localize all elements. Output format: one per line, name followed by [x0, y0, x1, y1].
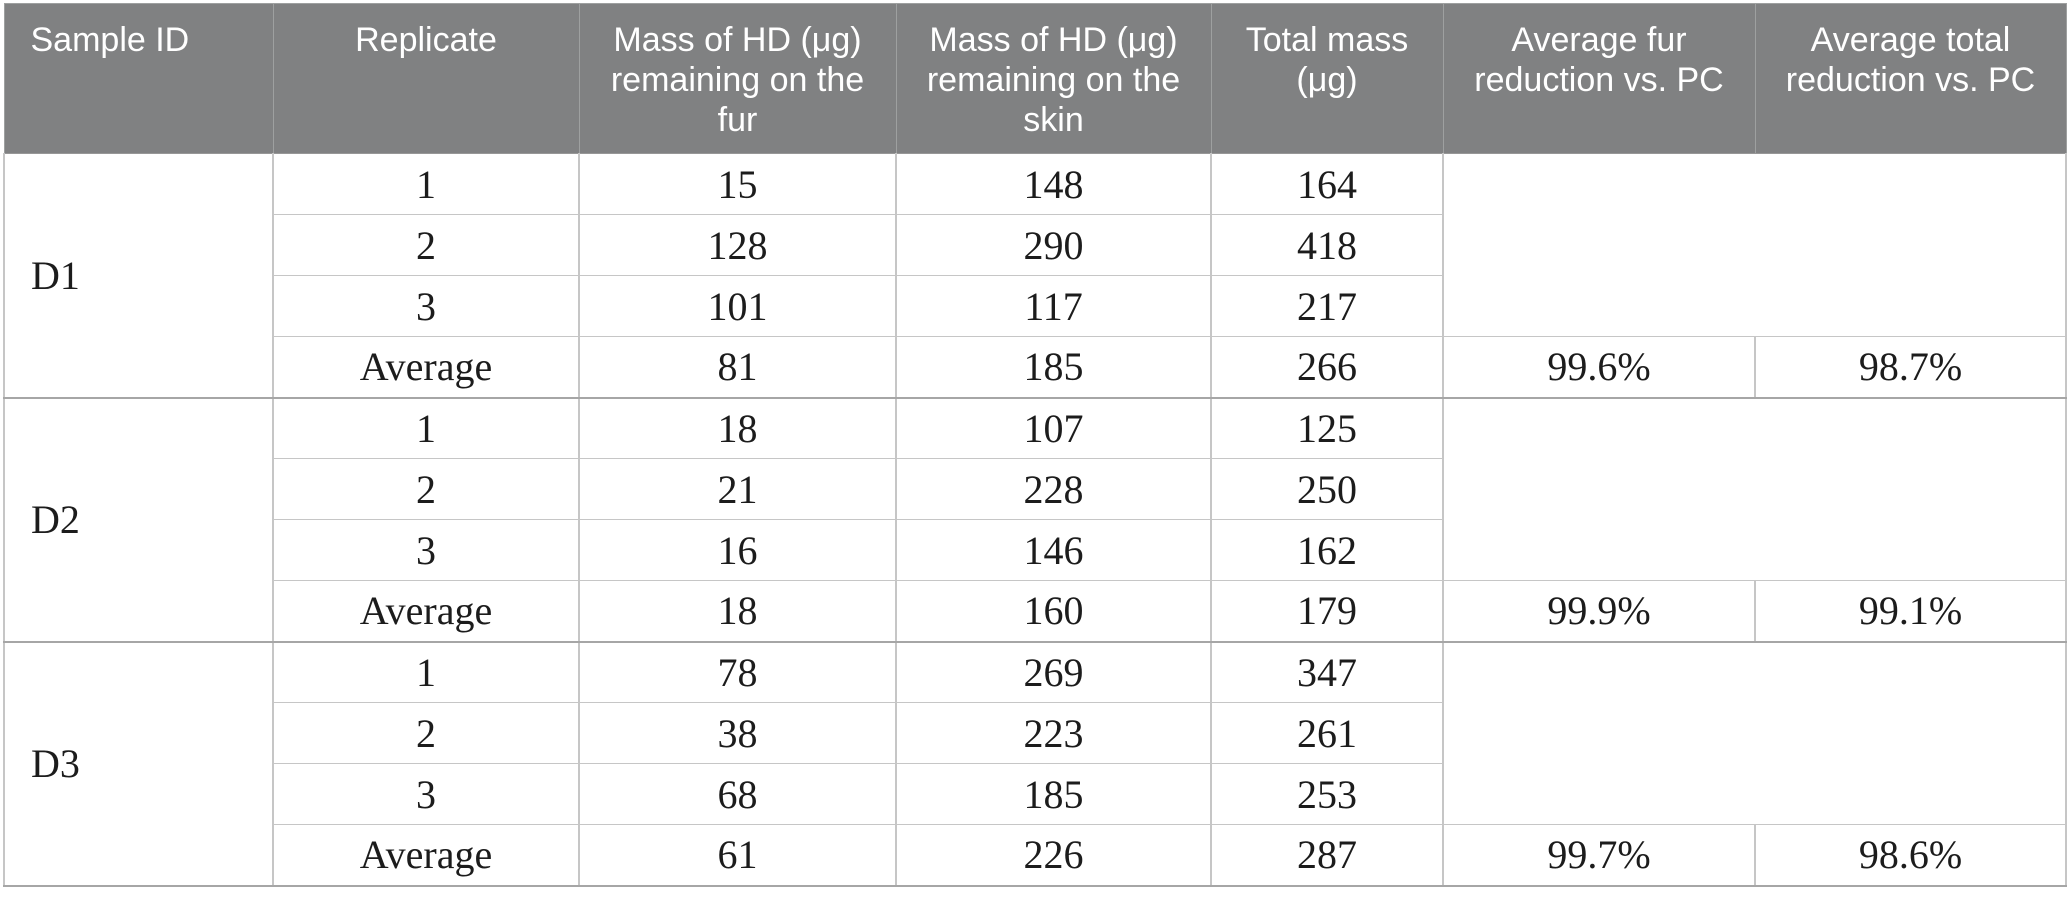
mass-fur-cell: 18: [578, 580, 897, 643]
mass-skin-cell: 185: [895, 763, 1212, 825]
table-row: 3 101 117 217: [4, 275, 2066, 337]
replicate-cell: 2: [272, 458, 580, 520]
total-mass-cell: 162: [1210, 519, 1444, 581]
total-mass-cell: 266: [1210, 336, 1444, 399]
mass-fur-cell: 128: [578, 214, 897, 276]
total-mass-cell: 125: [1210, 397, 1444, 459]
results-table-container: Sample ID Replicate Mass of HD (μg) rema…: [3, 3, 2067, 887]
mass-fur-cell: 16: [578, 519, 897, 581]
avg-total-reduction-cell: 99.1%: [1754, 580, 2067, 643]
average-row: Average 61 226 287 99.7% 98.6%: [4, 824, 2067, 887]
mass-fur-cell: 81: [578, 336, 897, 399]
replicate-cell: 1: [272, 397, 580, 459]
total-mass-cell: 250: [1210, 458, 1444, 520]
mass-fur-cell: 21: [578, 458, 897, 520]
mass-fur-cell: 68: [578, 763, 897, 825]
table-row: D2 1 18 107 125: [3, 397, 2067, 643]
avg-fur-reduction-cell: 99.6%: [1442, 336, 1756, 399]
mass-skin-cell: 228: [895, 458, 1212, 520]
avg-fur-reduction-cell: 99.7%: [1442, 824, 1756, 887]
table-row: D3 1 78 269 347: [3, 641, 2067, 887]
replicate-cell: 3: [272, 275, 580, 337]
total-mass-cell: 418: [1210, 214, 1444, 276]
header-avg-total-reduction: Average total reduction vs. PC: [1754, 3, 2067, 154]
header-total-mass: Total mass (μg): [1210, 3, 1444, 154]
mass-fur-cell: 15: [578, 153, 897, 215]
mass-skin-cell: 185: [895, 336, 1212, 399]
sample-id-cell: D1: [3, 153, 274, 399]
avg-total-reduction-cell: 98.6%: [1754, 824, 2067, 887]
merged-empty-cell: [1442, 397, 2067, 581]
replicate-cell: 3: [272, 763, 580, 825]
replicate-cell: Average: [272, 580, 580, 643]
sample-id-cell: D3: [3, 641, 274, 887]
mass-skin-cell: 148: [895, 153, 1212, 215]
replicate-cell: 2: [272, 214, 580, 276]
replicate-cell: Average: [272, 824, 580, 887]
mass-skin-cell: 226: [895, 824, 1212, 887]
merged-empty-cell: [1442, 641, 2067, 825]
table-row: 2 38 223 261: [4, 702, 2066, 764]
results-table: Sample ID Replicate Mass of HD (μg) rema…: [3, 3, 2067, 887]
average-row: Average 18 160 179 99.9% 99.1%: [4, 580, 2067, 643]
table-body: D1 1 15 148 164 2 128 290 418 3 101 117 …: [3, 153, 2067, 887]
replicate-cell: 1: [272, 641, 580, 703]
mass-fur-cell: 61: [578, 824, 897, 887]
table-row: 2 21 228 250: [4, 458, 2066, 520]
header-sample-id: Sample ID: [3, 3, 274, 154]
header-mass-fur: Mass of HD (μg) remaining on the fur: [578, 3, 897, 154]
mass-fur-cell: 101: [578, 275, 897, 337]
mass-skin-cell: 117: [895, 275, 1212, 337]
mass-skin-cell: 269: [895, 641, 1212, 703]
table-row: 2 128 290 418: [4, 214, 2066, 276]
total-mass-cell: 253: [1210, 763, 1444, 825]
mass-skin-cell: 160: [895, 580, 1212, 643]
average-row: Average 81 185 266 99.6% 98.7%: [4, 336, 2067, 399]
mass-skin-cell: 223: [895, 702, 1212, 764]
header-replicate: Replicate: [272, 3, 580, 154]
replicate-cell: Average: [272, 336, 580, 399]
sample-id-cell: D2: [3, 397, 274, 643]
mass-fur-cell: 18: [578, 397, 897, 459]
total-mass-cell: 287: [1210, 824, 1444, 887]
mass-fur-cell: 78: [578, 641, 897, 703]
table-row: D1 1 15 148 164: [3, 153, 2067, 399]
table-row: 3 16 146 162: [4, 519, 2066, 581]
avg-total-reduction-cell: 98.7%: [1754, 336, 2067, 399]
table-header: Sample ID Replicate Mass of HD (μg) rema…: [3, 3, 2067, 154]
avg-fur-reduction-cell: 99.9%: [1442, 580, 1756, 643]
total-mass-cell: 179: [1210, 580, 1444, 643]
total-mass-cell: 261: [1210, 702, 1444, 764]
total-mass-cell: 217: [1210, 275, 1444, 337]
replicate-cell: 1: [272, 153, 580, 215]
header-avg-fur-reduction: Average fur reduction vs. PC: [1442, 3, 1756, 154]
mass-skin-cell: 146: [895, 519, 1212, 581]
header-mass-skin: Mass of HD (μg) remaining on the skin: [895, 3, 1212, 154]
replicate-cell: 3: [272, 519, 580, 581]
mass-skin-cell: 290: [895, 214, 1212, 276]
replicate-cell: 2: [272, 702, 580, 764]
total-mass-cell: 347: [1210, 641, 1444, 703]
merged-empty-cell: [1442, 153, 2067, 337]
mass-skin-cell: 107: [895, 397, 1212, 459]
mass-fur-cell: 38: [578, 702, 897, 764]
total-mass-cell: 164: [1210, 153, 1444, 215]
